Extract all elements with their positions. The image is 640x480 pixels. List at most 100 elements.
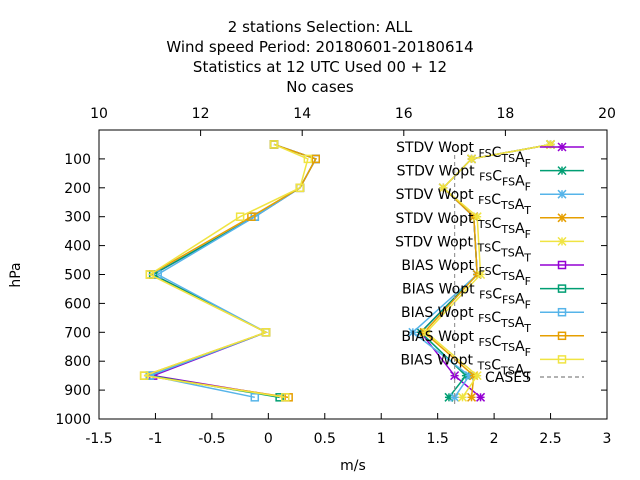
legend-label: BIAS Wopt FSCTSAT <box>401 305 531 335</box>
legend-marker <box>557 307 567 317</box>
data-point <box>421 327 431 337</box>
x-axis-label: m/s <box>340 458 366 474</box>
x2-tick-label: 20 <box>598 106 616 122</box>
data-point <box>438 183 448 193</box>
series-5 <box>421 139 556 402</box>
legend-entry: STDV Wopt TSCTSAT <box>395 234 584 264</box>
series-9 <box>139 140 320 402</box>
data-point <box>467 392 477 402</box>
x-tick-label: 2.5 <box>539 431 561 447</box>
legend-entry: BIAS Wopt TSCTSAT <box>400 352 584 382</box>
x-tick-label: -1 <box>148 431 162 447</box>
y-axis-label: hPa <box>8 262 24 287</box>
legend-label: BIAS Wopt FSCTSAF <box>401 329 531 359</box>
legend-marker <box>557 213 567 223</box>
data-point <box>472 371 482 381</box>
legend-marker <box>557 189 567 199</box>
series-10 <box>139 140 313 402</box>
legend-entry: BIAS Wopt FSCTSAT <box>401 305 584 335</box>
data-point <box>235 212 245 221</box>
title-line-1: 2 stations Selection: ALL <box>228 18 413 36</box>
legend-entry: BIAS Wopt FSCFSAF <box>402 282 584 312</box>
legend-marker <box>557 142 567 152</box>
series-line <box>143 143 317 399</box>
title-line-4: No cases <box>286 78 354 96</box>
y-tick-label: 700 <box>64 325 91 341</box>
title-line-3: Statistics at 12 UTC Used 00 + 12 <box>193 58 447 76</box>
y-tick-label: 900 <box>64 383 91 399</box>
x-tick-label: 1 <box>377 431 386 447</box>
x-tick-label: -0.5 <box>198 431 225 447</box>
legend-label: BIAS Wopt FSCTSAF <box>401 258 531 288</box>
legend-label: STDV Wopt FSCTSAT <box>396 187 532 217</box>
y-axis: 100 200 300 400 500 600 700 800 900 1000 <box>55 152 607 428</box>
x-tick-label: 1.5 <box>427 431 449 447</box>
x-axis: -1.5 -1 -0.5 0 0.5 1 1.5 2 2.5 3 <box>85 413 611 447</box>
data-point <box>295 183 305 193</box>
x2-tick-label: 12 <box>192 106 210 122</box>
y-tick-label: 400 <box>64 239 91 255</box>
title-line-2: Wind speed Period: 20180601-20180614 <box>166 38 473 56</box>
legend-marker <box>557 284 567 293</box>
legend-label-cases: CASES <box>485 370 531 386</box>
series-line <box>143 143 309 399</box>
legend-entry: STDV Wopt FSCTSAT <box>396 187 584 217</box>
legend-entry: STDV Wopt FSCFSAF <box>397 164 584 194</box>
legend-label: BIAS Wopt FSCFSAF <box>402 282 531 312</box>
series-line <box>147 143 317 399</box>
legend-marker <box>557 260 567 270</box>
legend-entry: STDV Wopt FSCTSAF <box>396 140 584 170</box>
legend-entry: STDV Wopt TSCTSAF <box>395 211 584 241</box>
legend-marker <box>557 331 567 341</box>
series-6 <box>148 140 320 402</box>
data-point <box>261 328 271 337</box>
series-8 <box>145 140 320 402</box>
x2-tick-label: 14 <box>293 106 311 122</box>
data-point <box>250 393 260 402</box>
data-point <box>269 140 279 149</box>
x-tick-label: -1.5 <box>85 431 112 447</box>
x2-tick-label: 10 <box>90 106 108 122</box>
series-line <box>425 143 551 398</box>
legend-entry-cases: CASES <box>485 370 584 386</box>
y-tick-label: 300 <box>64 210 91 226</box>
data-point <box>303 154 313 164</box>
legend-entry: BIAS Wopt FSCTSAF <box>401 258 584 288</box>
data-point <box>408 327 418 337</box>
series-7 <box>145 140 320 402</box>
legend-entry: BIAS Wopt FSCTSAF <box>401 329 584 359</box>
legend-marker <box>557 166 567 176</box>
series-line <box>146 143 317 399</box>
legend-label: STDV Wopt TSCTSAF <box>395 211 531 241</box>
data-point <box>457 392 468 402</box>
data-point <box>281 393 290 402</box>
data-point <box>247 212 256 221</box>
data-point <box>476 269 486 280</box>
legend-label: STDV Wopt TSCTSAT <box>395 234 531 264</box>
y-tick-label: 600 <box>64 296 91 312</box>
y-tick-label: 500 <box>64 268 91 284</box>
series-line <box>150 143 317 399</box>
legend-marker <box>557 355 567 364</box>
y-tick-label: 1000 <box>55 412 91 428</box>
x-tick-label: 0 <box>264 431 273 447</box>
data-point <box>311 154 320 164</box>
data-point <box>476 392 486 402</box>
chart-title: 2 stations Selection: ALL Wind speed Per… <box>166 18 473 96</box>
x2-axis: 10 12 14 16 18 20 <box>90 106 616 136</box>
y-tick-label: 800 <box>64 354 91 370</box>
series-layer <box>139 139 556 405</box>
data-point <box>145 270 155 279</box>
legend-label: STDV Wopt FSCFSAF <box>397 164 531 194</box>
legend-label: BIAS Wopt TSCTSAT <box>400 352 531 382</box>
x-tick-label: 3 <box>603 431 612 447</box>
x2-tick-label: 16 <box>395 106 413 122</box>
y-tick-label: 100 <box>64 152 91 168</box>
legend-marker <box>557 236 567 246</box>
data-point <box>467 154 477 164</box>
data-point <box>472 212 482 222</box>
x2-tick-label: 18 <box>496 106 514 122</box>
x-tick-label: 2 <box>490 431 499 447</box>
